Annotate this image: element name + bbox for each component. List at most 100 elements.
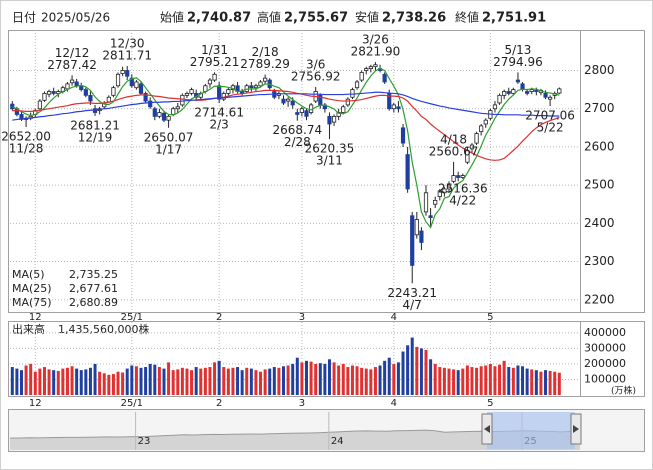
candle-body (217, 85, 222, 100)
volume-bar (222, 367, 226, 395)
annotation-date: 3/11 (316, 154, 343, 168)
candle-body (37, 100, 42, 110)
volume-bar (498, 364, 502, 395)
volume-bar (282, 366, 286, 395)
price-panel (8, 30, 645, 313)
y-tick-label: 300000 (584, 341, 626, 354)
y-tick-label: 2500 (584, 178, 615, 192)
x-tick-label: 4 (391, 398, 397, 409)
volume-bar (272, 367, 276, 395)
volume-bar (332, 362, 336, 395)
candle-body (354, 81, 360, 89)
volume-bar (52, 370, 56, 395)
volume-bar (452, 369, 456, 395)
volume-bar (438, 367, 442, 395)
candle-body (56, 91, 61, 94)
volume-bar (392, 363, 396, 395)
candle-body (65, 83, 70, 90)
volume-bar (387, 357, 391, 395)
annotation-value: 2756.92 (291, 69, 341, 83)
candle-body (506, 91, 511, 94)
candle-body (161, 112, 167, 121)
volume-bar (323, 363, 327, 395)
volume-bar (511, 367, 515, 395)
volume-bar (199, 368, 203, 395)
volume-bar (507, 367, 511, 395)
candle-body (433, 200, 438, 205)
candle-body (295, 112, 300, 115)
candle-body (143, 93, 148, 102)
candle-body (106, 96, 111, 103)
candle-body (368, 66, 373, 69)
candle-body (373, 64, 378, 68)
volume-bar (180, 367, 184, 395)
volume-bar (245, 367, 249, 395)
candle-body (74, 81, 79, 87)
annotation-date: 2/3 (209, 118, 228, 132)
volume-bar (176, 369, 180, 395)
header-label: 高値 (257, 10, 281, 25)
volume-bar (557, 372, 561, 395)
volume-bar (341, 363, 345, 395)
candle-body (515, 79, 521, 83)
x-tick-label: 12 (29, 312, 42, 323)
candle-body (534, 89, 539, 92)
volume-bar (268, 368, 272, 395)
volume-bar (314, 363, 318, 395)
x-tick-label: 3 (299, 312, 305, 323)
x-tick-label: 5 (487, 398, 493, 409)
annotation-date: 12/12 (55, 46, 90, 60)
x-tick-label: 5 (487, 312, 493, 323)
candle-body (51, 91, 56, 94)
annotation-value: 2620.35 (305, 142, 355, 156)
candle-body (548, 96, 553, 100)
volume-bar (525, 368, 529, 395)
volume-bar (516, 365, 520, 395)
volume-bar (475, 367, 479, 395)
date-label: 日付 (12, 11, 36, 25)
candle-body (456, 175, 461, 178)
volume-bar (217, 360, 221, 395)
annotation-value: 2789.29 (240, 57, 290, 71)
candle-body (543, 93, 548, 98)
annotation-value: 2243.21 (387, 286, 437, 300)
volume-bar (56, 370, 60, 395)
volume-bar (208, 367, 212, 395)
volume-bar (373, 367, 377, 395)
navigator-area (10, 430, 580, 450)
volume-bar (539, 371, 543, 395)
candle-body (184, 93, 190, 96)
x-tick-label: 4 (391, 312, 397, 323)
header-value: 2,738.26 (382, 11, 446, 26)
annotation-date: 5/22 (537, 121, 564, 135)
volume-bar (502, 360, 506, 395)
candle-body (157, 112, 162, 117)
volume-bar (521, 366, 525, 395)
candle-body (359, 72, 364, 81)
volume-bar (304, 360, 308, 395)
y-tick-label: 2400 (584, 216, 615, 230)
volume-bar (240, 370, 244, 395)
annotation-value: 2794.96 (493, 55, 543, 69)
candle-body (129, 77, 134, 87)
candle-body (382, 73, 387, 83)
volume-bar (75, 368, 79, 395)
x-tick-label: 25/1 (121, 312, 143, 323)
volume-bar (190, 370, 194, 395)
volume-bar (327, 359, 331, 395)
candle-body (115, 73, 121, 87)
volume-bar (295, 357, 299, 395)
candle-body (557, 88, 562, 94)
header-label: 終値 (455, 10, 479, 25)
legend-name: MA(75) (12, 296, 52, 309)
y-tick-label: 2600 (584, 139, 615, 153)
navigator-window[interactable] (487, 412, 575, 449)
annotation-date: 3/26 (362, 33, 389, 47)
volume-bar (479, 366, 483, 395)
candle-body (299, 108, 304, 113)
candle-body (428, 215, 433, 219)
candle-body (286, 98, 291, 102)
legend-name: MA(25) (12, 282, 52, 295)
annotation-date: 1/17 (155, 142, 182, 156)
volume-bar (236, 367, 240, 395)
